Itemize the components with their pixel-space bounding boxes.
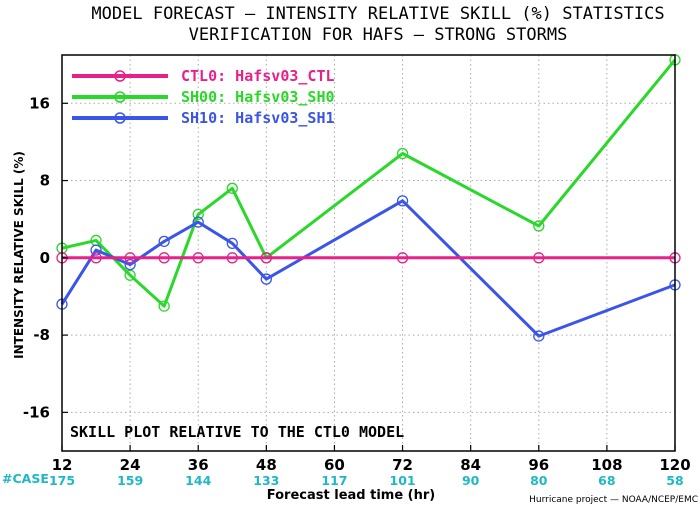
data-point [158,252,170,264]
data-point [533,330,545,342]
grid [62,55,675,451]
data-point [260,252,272,264]
y-tick-label: -8 [33,326,50,344]
case-counts: 175 159 144 133 117 101 90 80 68 58 [49,473,684,488]
data-point [192,252,204,264]
data-point [192,216,204,228]
case-count: 117 [321,473,347,488]
credit-text: Hurricane project — NOAA/NCEP/EMC [529,495,698,505]
x-axis-ticks: 12 24 36 48 60 72 84 96 108 120 [52,445,691,474]
legend-marker [114,70,126,82]
data-point [396,252,409,264]
series-line [60,199,676,338]
data-point [396,147,409,160]
data-point [533,252,545,264]
case-count: 133 [253,473,279,488]
y-axis-label: INTENSITY RELATIVE SKILL (%) [12,151,26,359]
chart-title: MODEL FORECAST — INTENSITY RELATIVE SKIL… [91,4,664,24]
series-2 [56,195,681,342]
series-1 [56,54,681,312]
legend: CTL0: Hafsv03_CTL SH00: Hafsv03_SH0 SH10: … [72,67,335,127]
data-point [158,235,170,248]
x-tick-label: 24 [120,456,141,474]
data-point [260,273,272,285]
x-tick-label: 108 [591,456,622,474]
legend-entry: CTL0: Hafsv03_CTL [72,67,335,85]
data-point [158,300,170,312]
x-tick-label: 12 [52,456,73,474]
chart-subtitle: VERIFICATION FOR HAFS — STRONG STORMS [189,25,568,45]
legend-marker [114,112,126,124]
x-tick-label: 60 [324,456,345,474]
plot-frame [61,54,676,452]
data-point [226,237,238,249]
x-axis-label: Forecast lead time (hr) [267,488,435,503]
data-point [124,258,136,271]
skill-annotation: SKILL PLOT RELATIVE TO THE CTL0 MODEL [70,423,404,441]
x-tick-label: 84 [460,456,481,474]
y-tick-label: 16 [29,94,50,112]
case-count: 159 [117,473,143,488]
legend-entry: SH00: Hafsv03_SH0 [72,88,335,106]
case-label: #CASE [2,471,49,486]
legend-label: SH00: Hafsv03_SH0 [181,88,335,106]
legend-marker [114,91,126,103]
case-count: 144 [185,473,211,488]
case-count: 68 [598,473,615,488]
data-point [226,182,238,194]
data-point [192,208,204,221]
data-point [90,244,102,256]
legend-label: SH10: Hafsv03_SH1 [181,109,335,127]
data-point [124,252,136,264]
case-count: 80 [530,473,548,488]
data-point [90,252,102,264]
x-tick-label: 96 [528,456,549,474]
y-tick-label: 8 [40,172,50,190]
x-tick-label: 72 [392,456,413,474]
y-tick-label: -16 [23,403,50,421]
case-count: 101 [390,473,416,488]
x-tick-label: 120 [659,456,690,474]
y-tick-label: 0 [40,249,50,267]
data-point [226,252,238,264]
legend-label: CTL0: Hafsv03_CTL [181,67,335,85]
data-point [533,220,545,232]
case-count: 58 [666,473,683,488]
data-point [396,195,409,207]
case-count: 175 [49,473,75,488]
x-tick-label: 48 [256,456,277,474]
series-0 [56,252,681,264]
x-tick-label: 36 [188,456,209,474]
series-group [56,54,681,342]
case-count: 90 [462,473,480,488]
y-axis-ticks: 16 8 0 -8 -16 [23,94,68,421]
legend-entry: SH10: Hafsv03_SH1 [72,109,335,127]
